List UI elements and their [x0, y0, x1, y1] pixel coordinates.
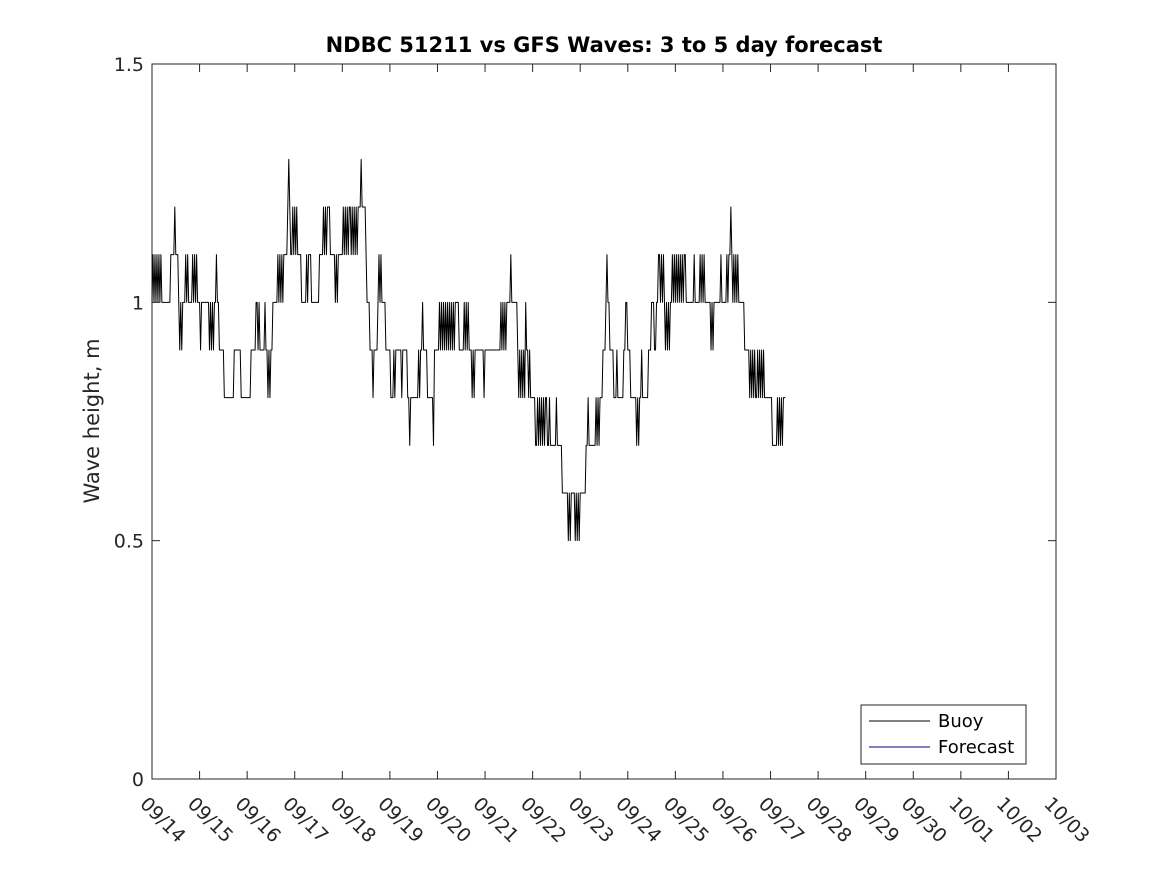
series-line-buoy — [151, 158, 786, 542]
axes-frame — [151, 63, 1057, 780]
legend: Buoy Forecast — [860, 704, 1027, 765]
y-tick-label: 0 — [132, 769, 144, 791]
y-axis-label: Wave height, m — [80, 338, 104, 503]
chart-title: NDBC 51211 vs GFS Waves: 3 to 5 day fore… — [326, 33, 883, 57]
legend-box — [860, 704, 1027, 765]
legend-forecast-label: Forecast — [938, 737, 1014, 758]
y-tick-label: 0.5 — [114, 531, 144, 553]
y-axis: 0 0.5 1 1.5 — [114, 54, 1056, 791]
legend-buoy-label: Buoy — [938, 711, 984, 732]
plot-area — [151, 63, 1057, 780]
y-tick-label: 1 — [132, 292, 144, 314]
y-tick-label: 1.5 — [114, 54, 144, 76]
